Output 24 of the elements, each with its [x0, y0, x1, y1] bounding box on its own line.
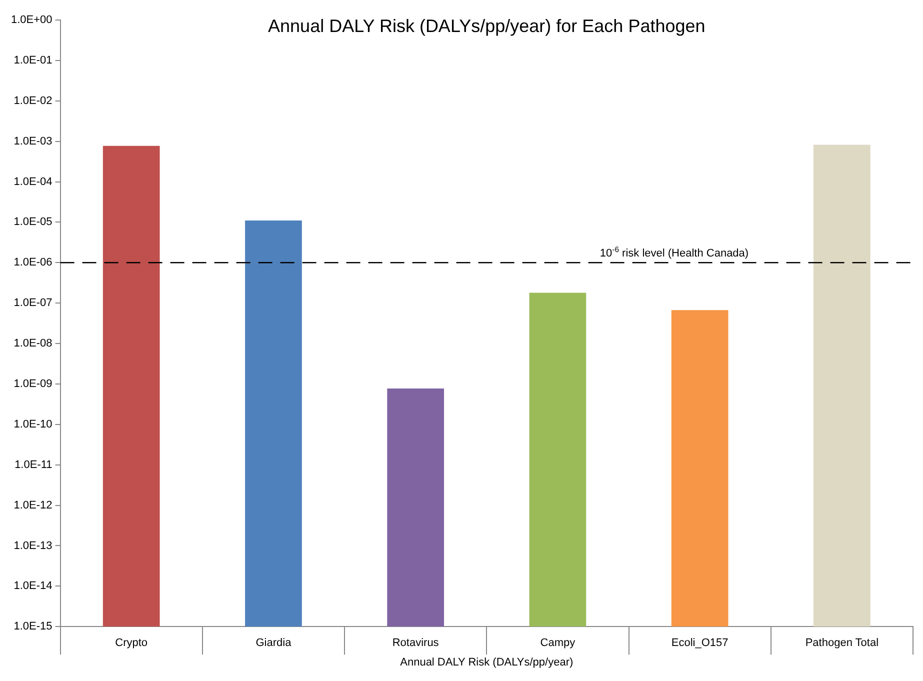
- y-tick-label: 1.0E-02: [14, 94, 52, 107]
- y-tick-label: 1.0E-08: [14, 338, 52, 350]
- x-tick-label: Campy: [540, 637, 576, 650]
- y-tick-label: 1.0E-04: [14, 176, 52, 188]
- y-tick-label: 1.0E-13: [14, 540, 52, 552]
- x-tick-label: Crypto: [115, 637, 148, 650]
- y-tick-label: 1.0E-06: [14, 256, 52, 269]
- y-tick-label: 1.0E-01: [14, 54, 52, 66]
- chart-title: Annual DALY Risk (DALYs/pp/year) for Each Pathogen: [268, 16, 706, 36]
- y-tick-label: 1.0E-03: [14, 135, 52, 148]
- x-axis-title: Annual DALY Risk (DALYs/pp/year): [400, 656, 574, 668]
- x-tick-label: Rotavirus: [392, 637, 440, 650]
- y-tick-label: 1.0E-09: [14, 378, 52, 390]
- y-tick-label: 1.0E-07: [14, 297, 52, 310]
- x-tick-label: Giardia: [256, 637, 292, 650]
- y-tick-label: 1.0E-05: [14, 216, 52, 228]
- y-tick-label: 1.0E-12: [14, 499, 52, 512]
- x-tick-label: Pathogen Total: [805, 637, 879, 650]
- y-tick-label: 1.0E-14: [14, 580, 52, 592]
- x-tick-label: Ecoli_O157: [671, 637, 728, 650]
- y-tick-label: 1.0E+00: [10, 14, 52, 26]
- y-tick-label: 1.0E-15: [14, 620, 52, 633]
- y-tick-label: 1.0E-11: [14, 458, 52, 471]
- y-tick-label: 1.0E-10: [14, 418, 52, 430]
